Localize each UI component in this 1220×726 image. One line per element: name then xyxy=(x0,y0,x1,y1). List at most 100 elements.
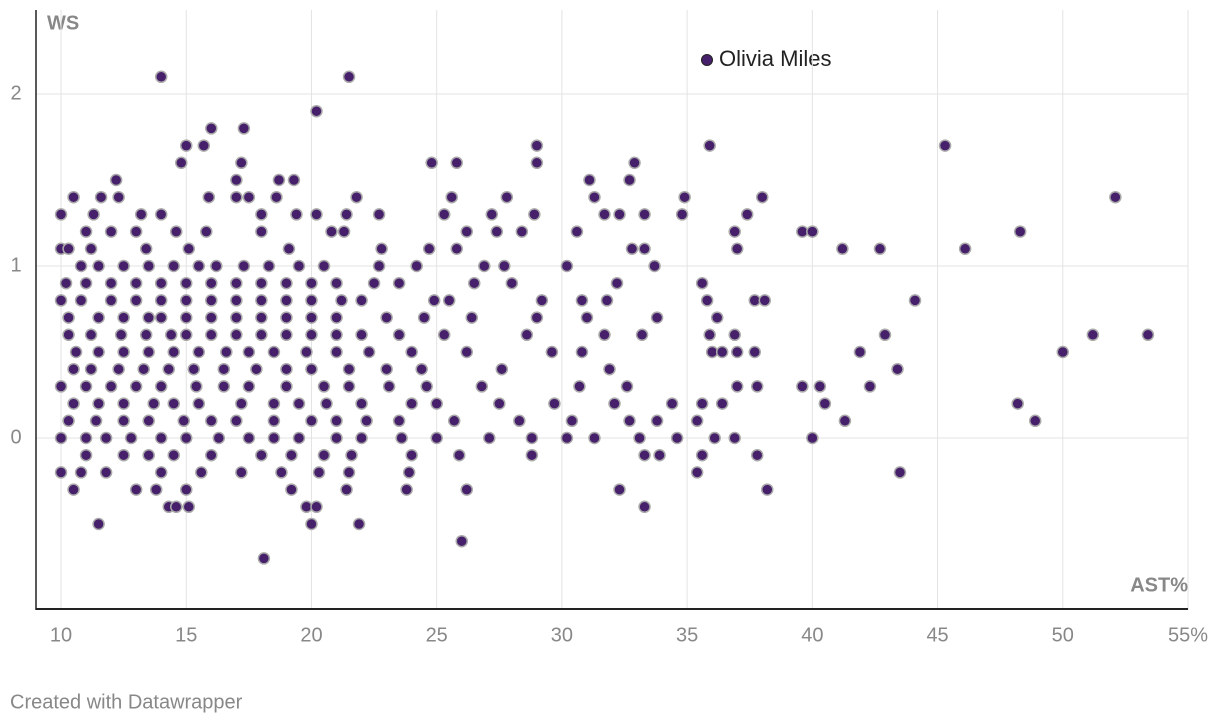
point xyxy=(59,276,73,290)
point xyxy=(267,414,281,428)
point xyxy=(505,276,519,290)
point xyxy=(79,431,93,445)
point xyxy=(235,397,248,410)
point xyxy=(202,190,216,204)
point xyxy=(483,431,496,445)
point xyxy=(573,380,586,393)
point xyxy=(139,242,153,256)
point xyxy=(67,362,80,376)
point xyxy=(305,328,318,342)
point xyxy=(305,276,318,290)
point xyxy=(62,242,75,256)
credit: Created with Datawrapper xyxy=(10,691,243,713)
point xyxy=(530,156,544,170)
point xyxy=(372,259,386,273)
point xyxy=(255,328,268,342)
point xyxy=(638,208,651,221)
point xyxy=(420,380,433,393)
point xyxy=(600,294,614,307)
point xyxy=(350,190,363,204)
point xyxy=(192,259,206,273)
point xyxy=(67,483,80,496)
y-tick-label: 2 xyxy=(10,82,21,104)
point xyxy=(748,345,761,359)
point xyxy=(638,448,651,462)
point xyxy=(255,448,268,462)
x-tick-label: 40 xyxy=(801,624,823,646)
point xyxy=(230,328,243,342)
point xyxy=(342,70,356,84)
point xyxy=(250,362,263,376)
point xyxy=(806,431,819,445)
point xyxy=(54,208,68,221)
point xyxy=(515,225,529,238)
point xyxy=(255,311,268,324)
point xyxy=(129,483,143,496)
point xyxy=(54,466,68,479)
point xyxy=(570,225,584,238)
point xyxy=(535,294,549,307)
point xyxy=(520,328,534,342)
point xyxy=(873,242,887,256)
point xyxy=(695,397,709,410)
point xyxy=(142,448,155,462)
point xyxy=(588,190,601,204)
point xyxy=(342,466,356,479)
point xyxy=(528,208,541,221)
legend-marker xyxy=(701,54,713,66)
point xyxy=(613,483,626,496)
point xyxy=(92,397,105,410)
point xyxy=(490,225,504,238)
point xyxy=(104,380,118,393)
point xyxy=(938,139,952,152)
point xyxy=(635,328,649,342)
point xyxy=(362,345,376,359)
point xyxy=(380,362,393,376)
point xyxy=(142,345,155,359)
point xyxy=(545,345,559,359)
x-tick-label: 50 xyxy=(1052,624,1074,646)
point xyxy=(235,156,248,170)
point xyxy=(280,328,293,342)
point xyxy=(177,414,191,428)
point xyxy=(355,294,368,307)
point xyxy=(287,173,301,187)
point xyxy=(212,431,226,445)
point xyxy=(638,500,651,514)
point xyxy=(200,225,213,238)
point xyxy=(728,431,741,445)
point xyxy=(129,276,143,290)
point xyxy=(92,345,105,359)
point xyxy=(230,414,243,428)
point xyxy=(154,276,168,290)
point xyxy=(67,190,80,204)
point xyxy=(192,345,206,359)
point xyxy=(493,397,506,410)
point xyxy=(352,517,366,531)
point xyxy=(623,173,636,187)
point xyxy=(891,362,904,376)
point xyxy=(330,414,343,428)
point xyxy=(267,345,281,359)
point xyxy=(109,173,123,187)
point xyxy=(190,380,203,393)
point xyxy=(180,328,193,342)
point xyxy=(267,431,281,445)
point xyxy=(758,294,772,307)
point xyxy=(154,431,168,445)
point xyxy=(197,139,211,152)
point xyxy=(342,362,356,376)
point xyxy=(740,208,754,221)
point xyxy=(1056,345,1070,359)
point xyxy=(149,483,163,496)
point xyxy=(237,259,251,273)
point xyxy=(638,242,651,256)
point xyxy=(756,190,769,204)
point xyxy=(548,397,561,410)
point xyxy=(237,122,251,135)
point xyxy=(62,311,75,324)
point xyxy=(54,431,68,445)
point xyxy=(114,328,128,342)
y-axis-title: WS xyxy=(47,12,79,34)
point xyxy=(695,276,709,290)
